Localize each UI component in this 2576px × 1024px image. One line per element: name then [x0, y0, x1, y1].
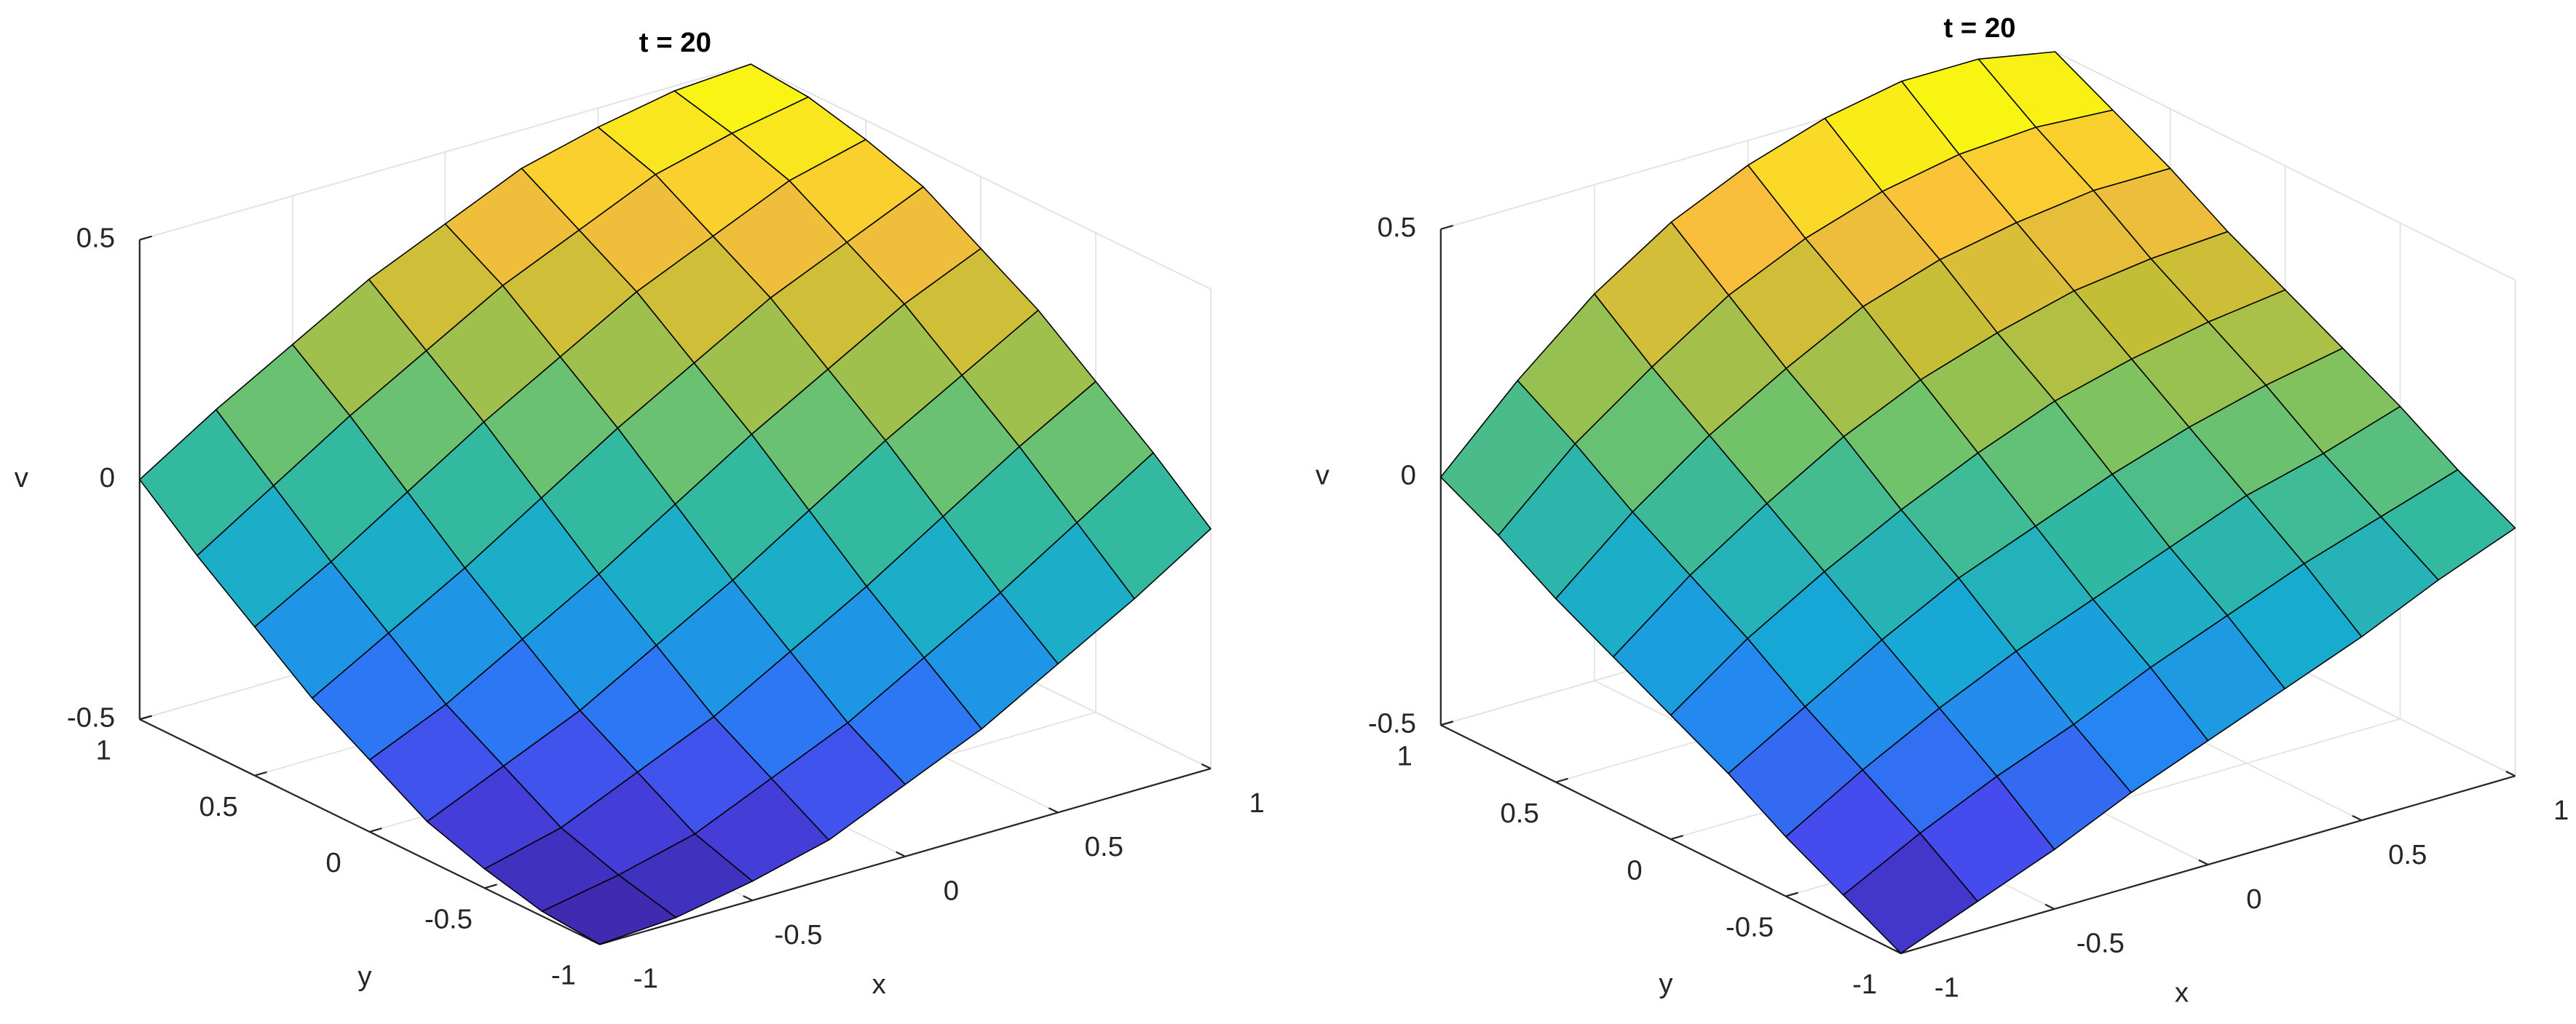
- x-tick-label: -0.5: [2077, 928, 2125, 959]
- x-tick-label: -1: [1935, 972, 1959, 1004]
- z-axis-label: v: [15, 462, 29, 493]
- x-tick: [743, 894, 753, 902]
- z-tick: [139, 715, 152, 721]
- y-tick-label: 1: [1397, 741, 1413, 772]
- surface-patch: [1842, 833, 1978, 954]
- y-tick: [369, 827, 382, 833]
- x-tick-label: 0: [944, 876, 959, 907]
- y-axis-label: y: [357, 961, 372, 992]
- grid-line: [2055, 51, 2516, 281]
- z-tick-label: -0.5: [67, 702, 115, 733]
- x-tick: [2352, 814, 2363, 822]
- x-tick: [1048, 807, 1059, 814]
- grid-line: [139, 63, 751, 241]
- z-tick: [1440, 224, 1454, 230]
- x-tick-label: 0: [2246, 884, 2261, 915]
- x-tick-label: 1: [2553, 795, 2569, 826]
- x-tick-label: -0.5: [775, 919, 823, 950]
- chart-title: t = 20: [1943, 12, 2015, 44]
- y-tick-label: 0.5: [199, 791, 237, 822]
- x-tick: [1201, 763, 1212, 770]
- surface-patch: [541, 874, 677, 945]
- y-tick-label: -0.5: [424, 903, 473, 934]
- y-tick: [1555, 777, 1568, 783]
- y-axis-label: y: [1659, 968, 1673, 999]
- z-tick: [1440, 721, 1454, 726]
- y-axis-line: [139, 718, 601, 945]
- x-tick: [2198, 859, 2209, 866]
- y-tick-label: 1: [95, 735, 111, 766]
- y-tick-label: -1: [1852, 969, 1877, 1000]
- y-tick-label: -0.5: [1726, 912, 1774, 943]
- x-tick-label: 1: [1249, 787, 1264, 819]
- x-tick-label: -1: [633, 963, 658, 994]
- y-tick-label: 0: [325, 847, 341, 878]
- chart-title: t = 20: [639, 27, 711, 58]
- y-tick-label: 0.5: [1500, 798, 1538, 829]
- z-tick-label: 0.5: [76, 223, 115, 254]
- z-tick-label: 0.5: [1378, 212, 1416, 243]
- z-tick-label: 0: [100, 462, 115, 493]
- x-tick-label: 0.5: [1085, 831, 1123, 862]
- grid-line: [750, 63, 1212, 290]
- x-tick: [2505, 770, 2516, 777]
- y-tick: [1900, 948, 1913, 954]
- z-tick-label: -0.5: [1368, 707, 1416, 739]
- x-tick: [2044, 903, 2055, 910]
- z-tick-label: 0: [1401, 460, 1416, 491]
- y-tick: [484, 884, 497, 889]
- x-tick-label: 0.5: [2388, 839, 2427, 870]
- x-axis-label: x: [872, 969, 886, 1000]
- y-tick: [254, 771, 267, 777]
- z-tick: [139, 235, 152, 241]
- x-tick: [896, 851, 906, 857]
- y-tick: [1785, 892, 1798, 897]
- x-axis-label: x: [2175, 977, 2189, 1008]
- y-tick: [1670, 835, 1683, 841]
- y-tick-label: -1: [551, 960, 576, 991]
- y-tick-label: 0: [1627, 854, 1642, 886]
- z-axis-label: v: [1316, 460, 1330, 491]
